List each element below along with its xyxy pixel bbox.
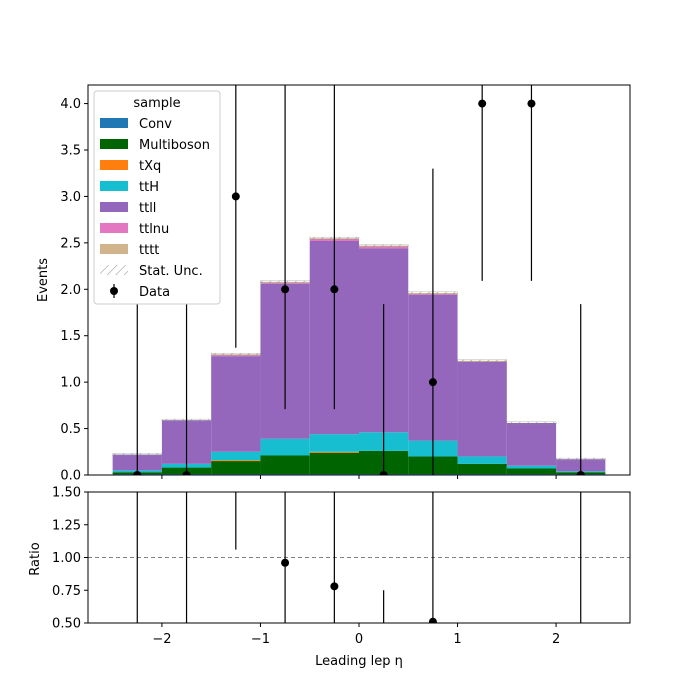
ratio-point-3 [281,558,290,567]
data-point-5 [379,471,388,475]
ratio-y-tick-label: 1.00 [52,551,81,566]
legend-label-tth: ttH [139,180,159,195]
x-axis-label: Leading lep η [315,654,403,669]
ratio-points [133,492,585,693]
legend-label-tttt: tttt [139,243,159,258]
bar-txq-bin-2 [211,460,261,462]
bar-tth-bin-8 [506,465,557,469]
main-y-tick-label: 0.0 [60,469,81,484]
main-y-tick-label: 1.0 [60,376,81,391]
legend-data-marker [110,287,118,295]
main-y-tick-label: 4.0 [60,97,81,112]
bar-multiboson-bin-2 [211,461,261,475]
ratio-point-9 [577,685,585,693]
bar-ttll-bin-7 [457,361,507,457]
bar-multiboson-bin-3 [260,455,310,475]
data-point-6 [428,378,437,387]
ratio-point-4 [330,582,339,591]
ratio-y-ticks: 0.50 0.75 1.00 1.25 1.50 [52,486,88,632]
bar-multiboson-bin-7 [457,463,507,475]
x-tick-label: 2 [552,632,560,647]
legend-swatch-multiboson [100,139,128,149]
data-point-2 [231,192,240,201]
bar-ttll-bin-8 [506,423,557,466]
stat-unc-band-bin-5 [358,244,409,247]
data-point-4 [330,285,339,294]
bar-multiboson-bin-4 [309,452,359,475]
data-point-8 [527,99,536,108]
legend-swatch-conv [100,118,128,128]
bar-tth-bin-2 [211,451,261,461]
ratio-panel-frame [87,491,631,624]
ratio-x-ticks: −2 −1 0 1 2 [152,623,560,647]
main-panel: 0.0 0.5 1.0 1.5 2.0 2.5 3.0 3.5 4.0 Events [36,84,631,484]
ratio-y-tick-label: 1.25 [52,518,81,533]
ratio-point-6 [428,617,437,623]
legend: sample Conv Multiboson tXq ttH ttll ttlnu tttt… [93,90,221,305]
bar-tth-bin-3 [260,438,310,456]
data-point-9 [576,471,585,475]
ratio-panel: 0.50 0.75 1.00 1.25 1.50 −2 −1 0 1 2 Ratio Leadi… [28,486,631,693]
x-tick-label: 1 [453,632,461,647]
legend-title: sample [133,96,180,111]
legend-swatch-ttlnu [100,223,128,233]
legend-label-ttll: ttll [139,201,156,216]
ratio-point-0 [133,685,141,693]
legend-label-data: Data [139,285,170,300]
bar-txq-bin-4 [309,451,359,453]
stat-unc-band-bin-7 [457,359,507,363]
data-point-0 [133,471,142,475]
bar-ttlnu-bin-5 [359,246,409,249]
legend-swatch-txq [100,160,128,170]
ratio-y-axis-label: Ratio [28,542,43,575]
ratio-point-5 [380,685,388,693]
bar-multiboson-bin-8 [506,468,557,475]
legend-swatch-tttt [100,244,128,254]
legend-label-stat-unc: Stat. Unc. [139,264,203,279]
legend-label-txq: tXq [139,159,161,174]
ratio-y-tick-label: 0.50 [52,617,81,632]
stat-unc-band-bin-2 [211,353,261,356]
ratio-y-tick-label: 1.50 [52,486,81,501]
legend-swatch-stat-unc [100,265,128,275]
x-tick-label: −2 [152,632,171,647]
data-points [133,85,585,475]
main-y-ticks: 0.0 0.5 1.0 1.5 2.0 2.5 3.0 3.5 4.0 [60,97,88,484]
main-y-tick-label: 3.0 [60,190,81,205]
main-y-tick-label: 3.5 [60,144,81,159]
main-y-tick-label: 1.5 [60,329,81,344]
main-y-axis-label: Events [36,258,51,302]
ratio-point-1 [183,685,191,693]
x-tick-label: −1 [251,632,270,647]
legend-label-ttlnu: ttlnu [139,222,169,237]
main-y-tick-label: 2.5 [60,236,81,251]
data-point-3 [281,285,290,294]
bar-tth-bin-4 [309,434,359,452]
bar-tth-bin-7 [457,456,507,464]
data-point-7 [478,99,487,108]
legend-label-multiboson: Multiboson [139,138,210,153]
legend-swatch-ttll [100,202,128,212]
legend-label-conv: Conv [139,117,172,132]
stat-unc-band-bin-8 [506,421,557,425]
x-tick-label: 0 [355,632,363,647]
ratio-y-tick-label: 0.75 [52,584,81,599]
main-y-tick-label: 0.5 [60,422,81,437]
bar-ttll-bin-2 [211,356,261,452]
legend-swatch-tth [100,181,128,191]
bar-ttlnu-bin-2 [211,355,261,357]
main-y-tick-label: 2.0 [60,283,81,298]
main-x-ticks [161,475,557,479]
data-point-1 [182,471,191,475]
